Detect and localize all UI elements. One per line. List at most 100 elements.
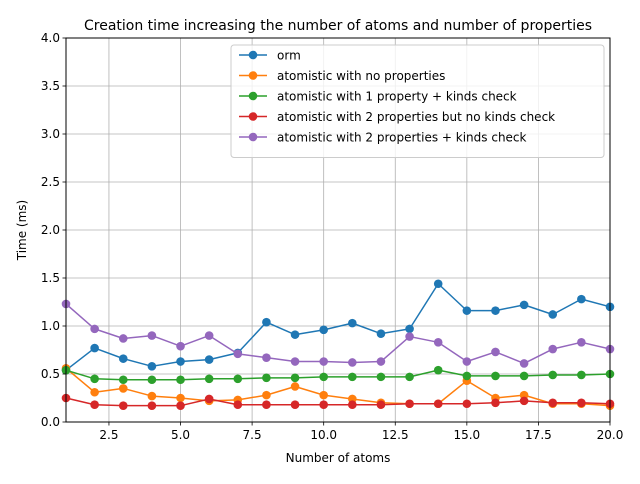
- legend-box: [230, 44, 605, 158]
- data-point: [262, 353, 271, 362]
- data-point: [290, 330, 300, 339]
- data-point: [519, 359, 529, 368]
- axis-ticks: 2.5 5.0 7.5 10.0 12.5 15.0 17.5 20.0 0.0 0.5 1.0 1.…: [41, 31, 623, 442]
- data-point: [376, 357, 386, 366]
- x-tick-label: 10.0: [310, 428, 337, 442]
- data-point: [462, 357, 472, 366]
- legend-entry-label: atomistic with 1 property + kinds check: [277, 90, 517, 104]
- data-point: [405, 399, 414, 409]
- data-point: [176, 375, 185, 385]
- legend-marker: [248, 132, 258, 142]
- data-point: [118, 375, 128, 385]
- data-point: [433, 338, 443, 347]
- y-tick-label: 1.0: [41, 319, 60, 333]
- data-point: [290, 400, 300, 410]
- data-point: [348, 318, 357, 328]
- data-point: [176, 357, 185, 366]
- y-tick-label: 1.5: [41, 271, 60, 285]
- data-point: [262, 390, 271, 400]
- data-point: [147, 331, 157, 340]
- chart-title: Creation time increasing the number of a…: [84, 18, 592, 34]
- legend-marker: [248, 91, 258, 101]
- x-tick-label: 2.5: [99, 428, 118, 442]
- data-point: [147, 401, 157, 410]
- data-point: [90, 343, 99, 353]
- series-2: [61, 365, 615, 385]
- data-point: [233, 400, 243, 410]
- series-line: [65, 369, 611, 381]
- data-point: [204, 394, 214, 404]
- y-tick-label: 0.0: [41, 415, 60, 429]
- y-tick-label: 2.0: [41, 223, 60, 237]
- data-point: [319, 325, 328, 335]
- data-point: [491, 371, 500, 381]
- legend-entry-label: atomistic with 2 properties but no kinds…: [277, 110, 555, 124]
- data-point: [90, 324, 99, 334]
- series-layer: [61, 279, 615, 410]
- x-tick-label: 5.0: [171, 428, 190, 442]
- data-point: [462, 371, 472, 381]
- data-point: [548, 398, 558, 408]
- x-tick-label: 7.5: [243, 428, 262, 442]
- x-tick-label: 17.5: [525, 428, 552, 442]
- data-point: [491, 306, 500, 315]
- data-point: [348, 372, 357, 382]
- y-tick-label: 2.5: [41, 175, 60, 189]
- y-axis-label: Time (ms): [15, 200, 29, 262]
- data-point: [491, 347, 500, 357]
- data-point: [462, 399, 472, 409]
- data-point: [577, 294, 586, 304]
- data-point: [176, 393, 185, 403]
- y-tick-label: 0.5: [41, 367, 60, 381]
- data-point: [118, 334, 128, 343]
- data-point: [262, 317, 271, 327]
- data-point: [319, 372, 328, 382]
- data-point: [376, 372, 386, 382]
- data-point: [290, 357, 300, 366]
- series-4: [61, 299, 615, 368]
- data-point: [290, 373, 300, 383]
- data-point: [90, 387, 99, 397]
- legend-marker: [248, 112, 258, 121]
- data-point: [204, 331, 214, 340]
- data-point: [348, 358, 357, 367]
- y-tick-label: 3.5: [41, 79, 60, 93]
- series-1: [61, 363, 615, 410]
- data-point: [348, 400, 357, 410]
- data-point: [491, 398, 500, 408]
- x-tick-label: 12.5: [382, 428, 409, 442]
- y-tick-label: 3.0: [41, 127, 60, 141]
- data-point: [405, 332, 414, 341]
- data-point: [577, 338, 586, 347]
- legend-entry-label: orm: [277, 49, 301, 63]
- data-point: [262, 373, 271, 383]
- legend-marker: [248, 50, 258, 60]
- data-point: [548, 370, 558, 380]
- data-point: [376, 400, 386, 410]
- data-point: [548, 344, 558, 354]
- x-tick-label: 15.0: [453, 428, 480, 442]
- x-tick-label: 20.0: [597, 428, 624, 442]
- data-point: [233, 349, 243, 359]
- data-point: [319, 390, 328, 400]
- data-point: [90, 400, 99, 410]
- data-point: [90, 374, 99, 384]
- data-point: [519, 371, 529, 381]
- data-point: [519, 396, 529, 406]
- data-point: [577, 398, 586, 408]
- data-point: [433, 279, 443, 289]
- data-point: [433, 365, 443, 375]
- legend-entry-label: atomistic with no properties: [277, 69, 445, 83]
- data-point: [405, 324, 414, 334]
- data-point: [233, 374, 243, 384]
- data-point: [262, 400, 271, 410]
- data-point: [462, 306, 472, 315]
- data-point: [118, 384, 128, 393]
- data-point: [405, 372, 414, 382]
- data-point: [577, 370, 586, 380]
- data-point: [118, 354, 128, 363]
- data-point: [519, 300, 529, 310]
- data-point: [319, 400, 328, 410]
